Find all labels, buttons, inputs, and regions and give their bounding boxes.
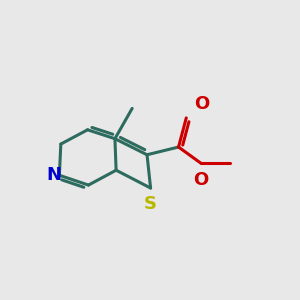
Text: N: N (46, 166, 61, 184)
Text: O: O (194, 95, 209, 113)
Text: S: S (144, 195, 157, 213)
Text: O: O (194, 171, 209, 189)
